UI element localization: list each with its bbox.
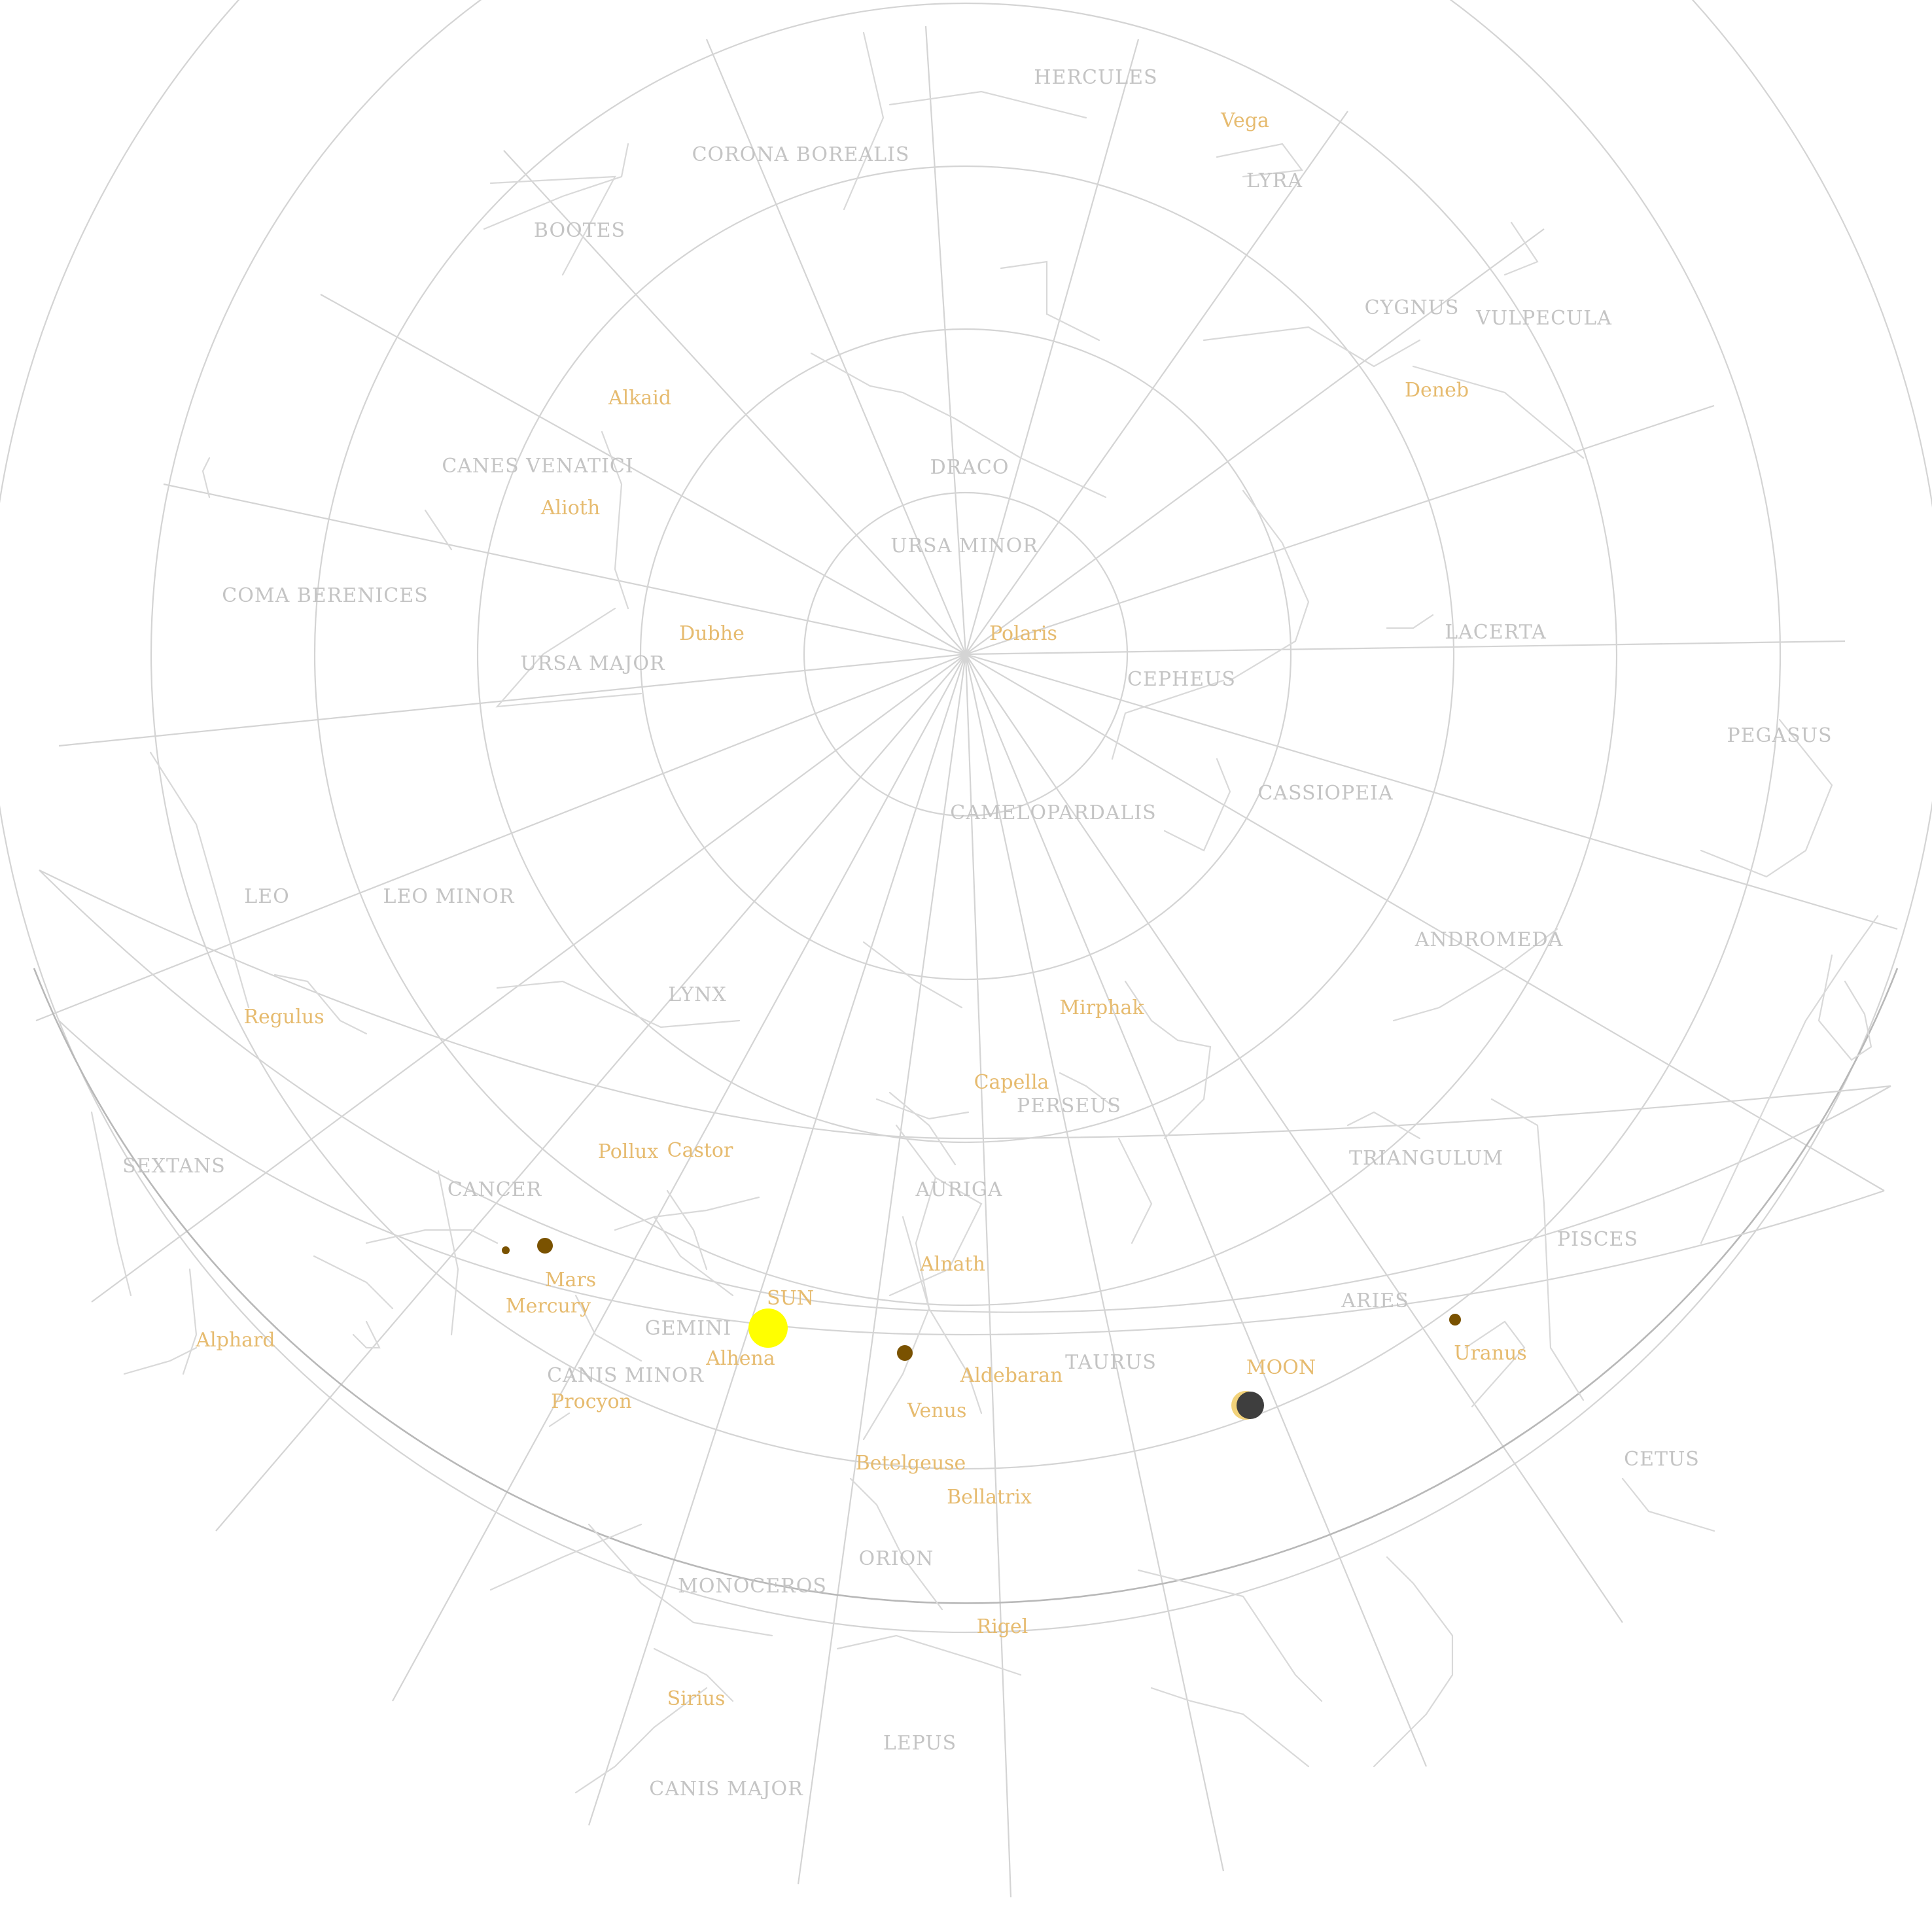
uranus-dot — [1449, 1314, 1461, 1326]
moon-label: MOON — [1246, 1356, 1316, 1379]
mars-dot — [537, 1238, 553, 1254]
moon-disc — [1231, 1391, 1264, 1420]
star-label-castor: Castor — [667, 1139, 733, 1162]
constellation-label-bootes: BOOTES — [534, 219, 625, 242]
constellation-label-cygnus: CYGNUS — [1365, 296, 1460, 319]
venus-dot — [897, 1345, 913, 1361]
constellation-label-lacerta: LACERTA — [1445, 621, 1547, 644]
sun-disc — [748, 1308, 788, 1348]
solar-system-bodies: SUN Mars Mercury Venus Uranus MOON — [502, 1238, 1527, 1422]
star-label-sirius: Sirius — [667, 1687, 726, 1710]
uranus-label: Uranus — [1454, 1342, 1527, 1365]
horizon-line — [33, 968, 1899, 1604]
constellation-label-leo: LEO — [244, 885, 289, 908]
constellation-label-corona-borealis: CORONA BOREALIS — [692, 143, 910, 166]
venus-label: Venus — [907, 1399, 967, 1422]
constellation-label-monoceros: MONOCEROS — [678, 1575, 827, 1598]
sun-label: SUN — [767, 1287, 814, 1310]
star-label-deneb: Deneb — [1405, 379, 1469, 402]
constellation-label-cetus: CETUS — [1624, 1448, 1700, 1471]
constellation-label-lynx: LYNX — [668, 983, 726, 1006]
star-label-pollux: Pollux — [598, 1140, 659, 1163]
constellation-label-orion: ORION — [859, 1547, 934, 1570]
star-label-regulus: Regulus — [243, 1006, 324, 1028]
constellation-label-camelopardalis: CAMELOPARDALIS — [950, 801, 1156, 824]
star-label-betelgeuse: Betelgeuse — [856, 1452, 966, 1475]
constellation-label-coma-berenices: COMA BERENICES — [222, 584, 428, 607]
altitude-grid — [0, 0, 1932, 1633]
constellation-label-ursa-major: URSA MAJOR — [520, 652, 665, 675]
constellation-labels: HERCULES LYRA CORONA BOREALIS BOOTES CYG… — [122, 66, 1832, 1800]
constellation-label-hercules: HERCULES — [1034, 66, 1157, 89]
constellation-label-aries: ARIES — [1341, 1290, 1409, 1312]
constellation-label-andromeda: ANDROMEDA — [1414, 928, 1564, 951]
star-label-polaris: Polaris — [989, 622, 1057, 645]
mars-label: Mars — [545, 1269, 596, 1291]
constellation-label-cepheus: CEPHEUS — [1127, 668, 1236, 691]
altitude-circle-40 — [476, 165, 1455, 1144]
star-label-dubhe: Dubhe — [679, 622, 745, 645]
constellation-label-triangulum: TRIANGULUM — [1349, 1147, 1503, 1170]
constellation-label-vulpecula: VULPECULA — [1475, 307, 1612, 330]
constellation-label-canis-minor: CANIS MINOR — [547, 1364, 704, 1387]
constellation-label-canes-venatici: CANES VENATICI — [442, 455, 633, 478]
altitude-circle-0 — [150, 0, 1781, 1469]
star-label-vega: Vega — [1220, 109, 1269, 132]
star-label-bellatrix: Bellatrix — [947, 1486, 1032, 1509]
constellation-label-cassiopeia: CASSIOPEIA — [1257, 782, 1393, 805]
constellation-label-leo-minor: LEO MINOR — [383, 885, 515, 908]
star-label-alhena: Alhena — [705, 1347, 775, 1370]
star-label-mirphak: Mirphak — [1059, 996, 1144, 1019]
star-label-alphard: Alphard — [195, 1329, 275, 1352]
constellation-label-pegasus: PEGASUS — [1727, 724, 1832, 747]
constellation-lines — [90, 31, 1879, 1794]
constellation-label-draco: DRACO — [930, 456, 1010, 479]
star-label-rigel: Rigel — [977, 1615, 1028, 1638]
altitude-circle-60 — [639, 328, 1292, 981]
constellation-label-sextans: SEXTANS — [122, 1155, 226, 1178]
constellation-label-canis-major: CANIS MAJOR — [649, 1778, 803, 1800]
star-labels: Vega Deneb Alkaid Alioth Dubhe Polaris M… — [195, 109, 1469, 1710]
hour-lines — [35, 26, 1898, 1898]
star-label-procyon: Procyon — [551, 1390, 632, 1413]
star-label-alkaid: Alkaid — [608, 387, 671, 410]
constellation-label-ursa-minor: URSA MINOR — [890, 535, 1038, 557]
altitude-circle-20 — [313, 2, 1618, 1307]
ecliptic-arcs — [39, 869, 1891, 1336]
mercury-label: Mercury — [506, 1295, 591, 1318]
constellation-label-cancer: CANCER — [448, 1178, 542, 1201]
altitude-circle-minus20 — [0, 0, 1932, 1633]
constellation-label-pisces: PISCES — [1557, 1228, 1638, 1251]
mercury-dot — [502, 1246, 510, 1254]
constellation-label-perseus: PERSEUS — [1017, 1095, 1121, 1117]
constellation-label-gemini: GEMINI — [645, 1317, 732, 1340]
constellation-label-lyra: LYRA — [1246, 169, 1303, 192]
star-label-alnath: Alnath — [919, 1253, 985, 1276]
constellation-label-auriga: AURIGA — [915, 1178, 1002, 1201]
constellation-label-taurus: TAURUS — [1065, 1351, 1157, 1374]
star-label-alioth: Alioth — [540, 497, 600, 519]
star-label-aldebaran: Aldebaran — [960, 1364, 1063, 1387]
star-label-capella: Capella — [974, 1071, 1049, 1094]
constellation-label-lepus: LEPUS — [883, 1732, 957, 1755]
altitude-circle-80 — [803, 491, 1129, 817]
